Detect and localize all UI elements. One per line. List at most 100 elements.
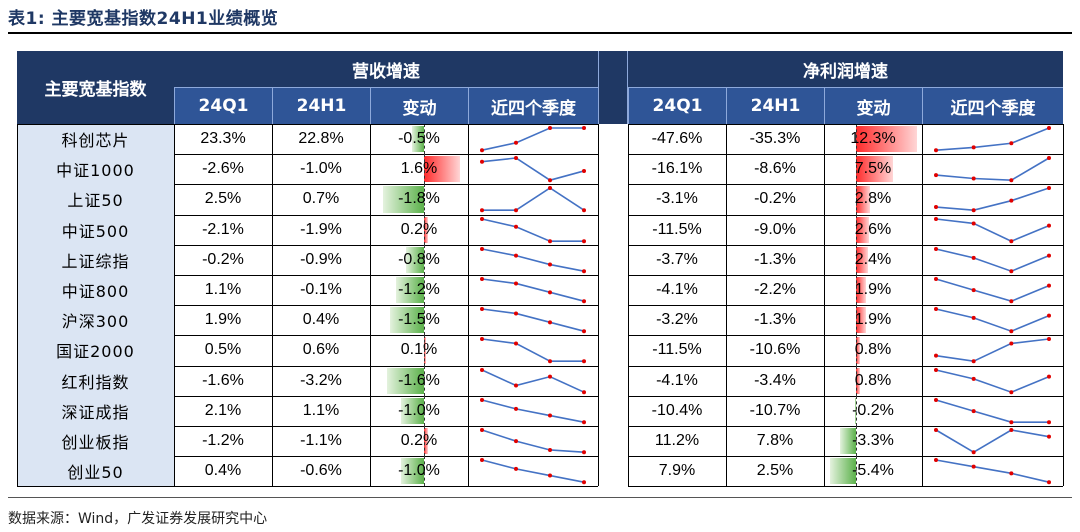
sparkline-point (1047, 253, 1051, 258)
sparkline-point (480, 277, 484, 281)
profit-24q1-cell: -11.5% (652, 220, 702, 238)
revenue-change-axis (423, 244, 425, 275)
index-name-cell: 沪深300 (17, 305, 174, 336)
sparkline-path (935, 127, 1050, 151)
sparkline-point (1009, 238, 1014, 243)
sparkline-point (1009, 341, 1014, 346)
sparkline-point (934, 216, 938, 221)
revenue-change-axis (423, 214, 425, 245)
profit-change-bar (855, 397, 857, 424)
revenue-24h1-cell: -3.2% (300, 371, 342, 389)
sparkline-point (971, 376, 976, 381)
sparkline-point (480, 458, 484, 463)
sparkline-path (935, 399, 1049, 423)
row-divider (17, 486, 598, 488)
revenue-change-value: -1.8% (398, 190, 440, 208)
index-name-cell: 中证1000 (17, 154, 174, 185)
profit-change-value: 2.6% (854, 220, 892, 238)
profit-change-header: 变动 (824, 88, 922, 124)
revenue-24q1-cell: 1.1% (204, 281, 242, 299)
sparkline-point (480, 337, 484, 342)
profit-change-value: -3.3% (852, 432, 894, 450)
index-name-cell: 红利指数 (17, 365, 174, 396)
sparkline-point (514, 224, 518, 229)
profit-24h1-cell: 2.5% (756, 462, 794, 480)
revenue-change-value: -1.2% (398, 281, 440, 299)
revenue-24q1-cell: -0.2% (202, 250, 244, 268)
profit-change-value: 1.9% (854, 311, 892, 329)
row-divider (628, 456, 1063, 458)
sparkline-point (1047, 374, 1051, 379)
sparkline-point (1009, 141, 1014, 146)
revenue-change-bar (423, 337, 427, 364)
column-divider (824, 124, 825, 487)
revenue-trend-sparkline (480, 186, 586, 213)
sparkline-point (934, 428, 938, 432)
sparkline-point (1047, 283, 1051, 288)
title-rule (8, 32, 1072, 34)
profit-change-value: 0.8% (854, 341, 892, 359)
sparkline-point (1047, 434, 1051, 439)
sparkline-point (480, 208, 484, 213)
profit-change-axis (856, 124, 858, 155)
row-divider (17, 305, 598, 307)
sparkline-point (548, 473, 552, 478)
revenue-trend-header: 近四个季度 (468, 88, 598, 124)
revenue-change-value: -1.5% (398, 311, 440, 329)
row-divider (628, 184, 1063, 186)
profit-trend-sparkline (934, 367, 1051, 394)
revenue-trend-sparkline (480, 156, 586, 183)
sparkline-point (582, 419, 586, 424)
revenue-change-bar (423, 428, 429, 455)
profit-24h1-cell: -1.3% (754, 311, 796, 329)
profit-change-value: -0.2% (852, 401, 894, 419)
profit-change-value: 0.8% (854, 371, 892, 389)
sparkline-point (971, 255, 976, 260)
sparkline-point (514, 439, 518, 444)
sparkline-path (935, 429, 1050, 454)
sparkline-point (934, 246, 938, 251)
sparkline-path (482, 187, 585, 212)
revenue-trend-sparkline (480, 126, 586, 153)
index-name-cell: 中证500 (17, 214, 174, 245)
profit-24q1-cell: 7.9% (658, 462, 696, 480)
index-name-cell: 科创芯片 (17, 124, 174, 155)
sparkline-point (1047, 223, 1051, 228)
column-divider (17, 124, 18, 487)
revenue-trend-sparkline (480, 337, 586, 364)
profit-change-axis (856, 154, 858, 185)
sparkline-point (548, 320, 552, 325)
column-divider (726, 124, 727, 487)
sparkline-point (582, 208, 586, 213)
profit-trend-header: 近四个季度 (922, 88, 1063, 124)
sparkline-point (971, 408, 976, 413)
footer-rule (8, 497, 1072, 498)
table-title: 表1: 主要宽基指数24H1业绩概览 (8, 9, 279, 29)
revenue-change-axis (423, 184, 425, 215)
profit-24h1-cell: -0.2% (754, 190, 796, 208)
row-divider (17, 214, 598, 216)
sparkline-point (582, 480, 586, 485)
sparkline-point (934, 458, 938, 463)
index-name-cell: 上证综指 (17, 244, 174, 275)
profit-change-bar (856, 367, 861, 394)
sparkline-path (935, 187, 1050, 212)
profit-trend-sparkline (934, 397, 1051, 424)
revenue-change-bar (389, 307, 424, 334)
revenue-trend-sparkline (480, 246, 586, 273)
sparkline-path (481, 368, 585, 393)
revenue-growth-group-header: 营收增速 (174, 51, 598, 88)
sparkline-point (548, 447, 552, 452)
row-divider (628, 395, 1063, 397)
sparkline-point (514, 156, 518, 161)
sparkline-path (481, 399, 585, 423)
sparkline-path (481, 338, 584, 363)
sparkline-point (1047, 126, 1051, 130)
profit-change-bar (856, 307, 866, 334)
revenue-trend-sparkline (480, 277, 586, 304)
profit-trend-sparkline (934, 458, 1051, 485)
revenue-change-axis (423, 395, 425, 426)
sparkline-point (1047, 186, 1051, 191)
sparkline-point (971, 221, 976, 226)
revenue-24h1-header: 24H1 (272, 88, 370, 124)
